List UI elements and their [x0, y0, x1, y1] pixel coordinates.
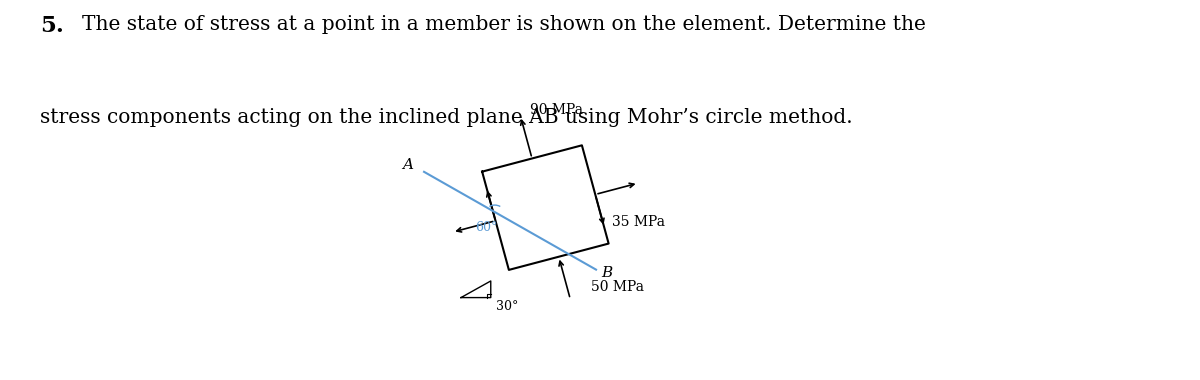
Text: 90 MPa: 90 MPa	[530, 103, 583, 117]
Text: The state of stress at a point in a member is shown on the element. Determine th: The state of stress at a point in a memb…	[82, 15, 925, 34]
Text: 5.: 5.	[40, 15, 64, 37]
Text: 60°: 60°	[475, 220, 497, 233]
Text: 35 MPa: 35 MPa	[612, 215, 665, 228]
Text: stress components acting on the inclined plane AB using Mohr’s circle method.: stress components acting on the inclined…	[40, 108, 852, 127]
Text: A: A	[402, 158, 413, 172]
Text: B: B	[601, 266, 612, 280]
Text: 30°: 30°	[496, 300, 518, 313]
Text: 50 MPa: 50 MPa	[592, 280, 644, 294]
